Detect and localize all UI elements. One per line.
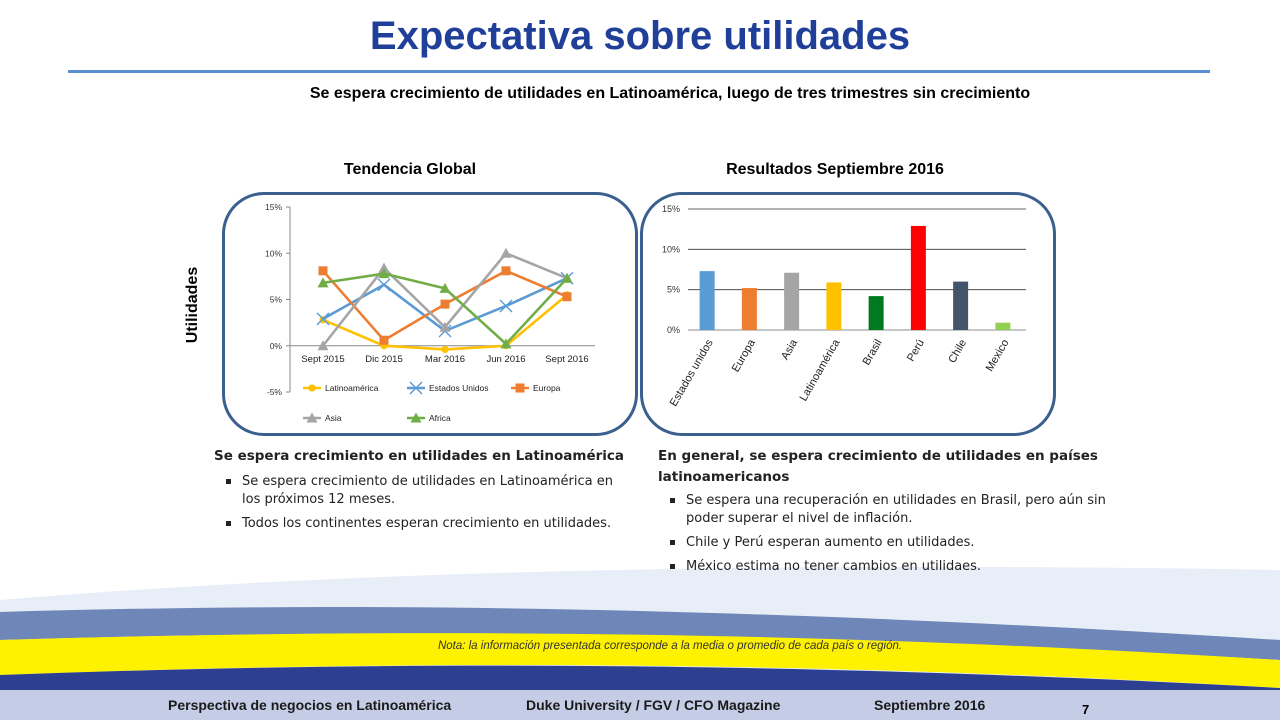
bar	[868, 296, 884, 330]
footer-right: Septiembre 2016	[874, 697, 986, 713]
bar	[741, 288, 757, 330]
x-tick-label: Asia	[779, 337, 801, 362]
legend-label: Asia	[325, 413, 342, 423]
right-heading: En general, se espera crecimiento de uti…	[658, 448, 1098, 485]
bar-chart-title: Resultados Septiembre 2016	[726, 161, 944, 178]
data-point	[561, 272, 573, 283]
left-heading: Se espera crecimiento en utilidades en L…	[214, 448, 625, 464]
x-tick-label: Brasil	[861, 338, 885, 368]
data-point	[316, 312, 330, 326]
bar	[826, 282, 842, 330]
right-bullet: México estima no tener cambios en utilid…	[658, 558, 1108, 576]
y-tick-label: 10%	[265, 248, 282, 258]
right-bullet: Chile y Perú esperan aumento en utilidad…	[658, 534, 1108, 552]
y-tick-label: 5%	[270, 295, 283, 305]
footer-center: Duke University / FGV / CFO Magazine	[526, 697, 781, 713]
data-point	[439, 282, 451, 293]
legend-label: Europa	[533, 383, 561, 393]
bar	[953, 281, 969, 330]
x-tick-label: Mexico	[984, 338, 1012, 374]
bar	[784, 272, 800, 330]
x-tick-label: Europa	[730, 337, 759, 374]
legend-marker	[306, 412, 318, 423]
left-bullet: Todos los continentes esperan crecimient…	[214, 515, 634, 533]
right-text-block: En general, se espera crecimiento de uti…	[658, 446, 1108, 582]
bar-chart: 15% 10% 5% 0% Estados unidos Europa AsiaLatino…	[662, 204, 1026, 409]
band-blue-top	[0, 607, 1280, 660]
legend-marker	[409, 381, 423, 395]
x-tick-label: Estados unidos	[668, 337, 716, 409]
y-tick-label: 15%	[662, 204, 680, 214]
data-point	[439, 321, 451, 332]
legend-marker	[308, 384, 316, 392]
legend-marker	[515, 383, 525, 393]
x-tick-label: Perú	[905, 338, 927, 364]
data-point	[318, 266, 328, 276]
data-point	[500, 338, 512, 349]
left-bullet-list: Se espera crecimiento de utilidades en L…	[214, 473, 634, 533]
side-label: Utilidades	[184, 266, 201, 344]
y-tick-label: 15%	[265, 202, 282, 212]
footer-left: Perspectiva de negocios en Latinoamérica	[168, 697, 452, 713]
line-chart-frame: 15% 10% 5% 0% -5% Sept 2015 Dic 2015 Mar 2016 Ju…	[222, 192, 638, 436]
data-point	[379, 335, 389, 345]
y-tick-label: -5%	[267, 387, 283, 397]
line-chart-title: Tendencia Global	[343, 161, 477, 178]
x-tick-label: Chile	[946, 338, 969, 366]
bar	[699, 271, 715, 330]
legend-label: Latinoamérica	[325, 383, 379, 393]
right-bullet-list: Se espera una recuperación en utilidades…	[658, 492, 1108, 576]
data-point	[441, 345, 449, 354]
footnote: Nota: la información presentada correspo…	[437, 640, 903, 652]
data-point	[317, 340, 329, 351]
x-tick-label: Sept 2015	[301, 354, 344, 365]
legend-label: Africa	[429, 413, 451, 423]
bar	[910, 225, 926, 330]
page-number: 7	[1082, 702, 1090, 717]
x-tick-label: Jun 2016	[486, 354, 525, 365]
y-tick-label: 10%	[662, 244, 680, 254]
line-chart: 15% 10% 5% 0% -5% Sept 2015 Dic 2015 Mar 2016 Ju…	[265, 202, 595, 423]
x-tick-label: Latinoamérica	[798, 337, 843, 404]
page-subtitle: Se espera crecimiento de utilidades en L…	[309, 85, 1031, 102]
y-tick-label: 5%	[667, 285, 680, 295]
data-point	[500, 247, 512, 258]
bar-chart-frame: 15% 10% 5% 0% Estados unidos Europa Asia Latino…	[640, 192, 1056, 436]
data-point	[377, 278, 391, 292]
y-tick-label: 0%	[270, 341, 283, 351]
x-tick-label: Mar 2016	[425, 354, 465, 365]
data-point	[440, 299, 450, 309]
data-point	[499, 299, 513, 313]
data-point	[317, 277, 329, 288]
data-point	[562, 292, 572, 302]
data-point	[378, 262, 390, 273]
left-text-block: Se espera crecimiento en utilidades en L…	[214, 446, 634, 539]
band-yellow	[0, 633, 1280, 688]
legend-label: Estados Unidos	[429, 383, 489, 393]
data-point	[378, 268, 390, 279]
x-tick-label: Sept 2016	[545, 354, 588, 365]
legend-marker	[410, 412, 422, 423]
data-point	[501, 266, 511, 276]
bar	[995, 322, 1011, 330]
title-underline	[68, 70, 1210, 73]
x-tick-label: Dic 2015	[365, 354, 403, 365]
right-bullet: Se espera una recuperación en utilidades…	[658, 492, 1108, 528]
y-tick-label: 0%	[667, 325, 680, 335]
page-title: Expectativa sobre utilidades	[369, 14, 911, 58]
footer-strip	[0, 690, 1280, 720]
left-bullet: Se espera crecimiento de utilidades en L…	[214, 473, 634, 509]
